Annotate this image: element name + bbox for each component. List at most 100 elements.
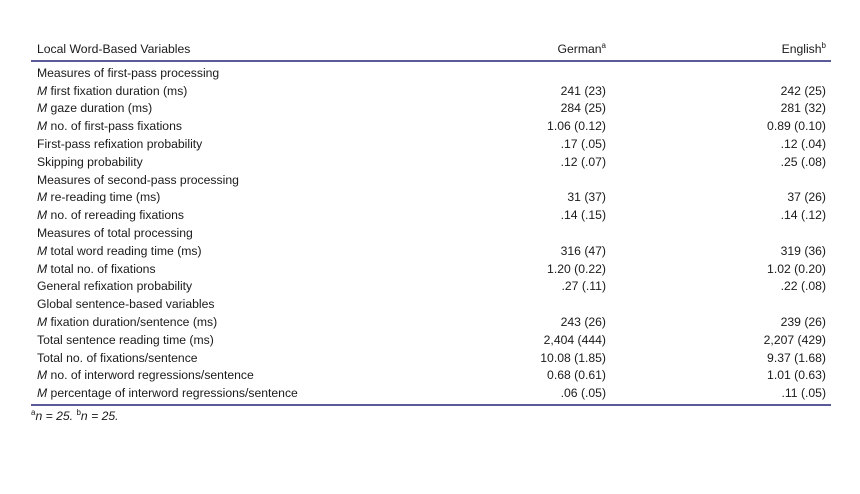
- table-row: M gaze duration (ms) 284 (25) 281 (32): [31, 100, 831, 118]
- row-label-text: First-pass refixation probability: [37, 136, 203, 151]
- row-english-value: .14 (.12): [780, 208, 826, 223]
- row-label-m: M: [37, 119, 48, 134]
- row-label-text: Measures of total processing: [37, 225, 193, 240]
- row-german-value: 284 (25): [560, 101, 606, 116]
- header-english: Englishb: [606, 40, 826, 56]
- row-german-value: .27 (.11): [561, 279, 606, 294]
- row-label-text: percentage of interword regressions/sent…: [47, 386, 298, 401]
- row-label: Measures of total processing: [31, 227, 501, 239]
- row-label-text: Skipping probability: [37, 154, 143, 169]
- row-german-value: 1.20 (0.22): [547, 261, 606, 276]
- row-german-value: 2,404 (444): [543, 332, 606, 347]
- table-row: Total sentence reading time (ms) 2,404 (4…: [31, 331, 831, 349]
- row-label-m: M: [37, 386, 48, 401]
- footnote-b-text: n = 25.: [80, 409, 119, 423]
- table-row: Skipping probability .12 (.07) .25 (.08): [31, 153, 831, 171]
- row-label-m: M: [37, 208, 48, 223]
- row-german-value: 0.68 (0.61): [547, 368, 606, 383]
- table-row: Measures of second-pass processing: [31, 171, 831, 189]
- row-german-value: 1.06 (0.12): [547, 119, 606, 134]
- row-label-text: Measures of first-pass processing: [37, 65, 220, 80]
- row-english-value: .11 (.05): [781, 386, 826, 401]
- table-row: M total word reading time (ms) 316 (47) 31…: [31, 242, 831, 260]
- table-row: Global sentence-based variables: [31, 295, 831, 313]
- row-label-text: Total sentence reading time (ms): [37, 332, 214, 347]
- bottom-rule: [31, 404, 831, 407]
- table-footnote: an = 25. bn = 25.: [31, 407, 119, 423]
- row-label-text: Total no. of fixations/sentence: [37, 350, 198, 365]
- header-german-sup: a: [601, 40, 606, 50]
- row-german-value: .12 (.07): [560, 154, 606, 169]
- table-row: M no. of rereading fixations .14 (.15) .14…: [31, 206, 831, 224]
- row-label-text: General refixation probability: [37, 279, 193, 294]
- row-label-m: M: [37, 101, 48, 116]
- row-label: M no. of first-pass fixations: [31, 120, 501, 132]
- row-label-text: total no. of fixations: [47, 261, 156, 276]
- row-label-m: M: [37, 368, 48, 383]
- row-label-text: Global sentence-based variables: [37, 297, 215, 312]
- table-row: M percentage of interword regressions/se…: [31, 384, 831, 402]
- row-english-value: 2,207 (429): [763, 332, 826, 347]
- table-row: M total no. of fixations 1.20 (0.22) 1.02 …: [31, 260, 831, 278]
- row-label: M fixation duration/sentence (ms): [31, 316, 501, 328]
- row-english-value: 281 (32): [780, 101, 826, 116]
- row-label: M re-reading time (ms): [31, 191, 501, 203]
- table-row: First-pass refixation probability .17 (.0…: [31, 135, 831, 153]
- row-label-text: Measures of second-pass processing: [37, 172, 239, 187]
- row-english-value: .12 (.04): [780, 136, 826, 151]
- row-english-value: .25 (.08): [780, 154, 826, 169]
- row-label: M no. of rereading fixations: [31, 209, 501, 221]
- row-label-text: re-reading time (ms): [47, 190, 161, 205]
- row-label: First-pass refixation probability: [31, 138, 501, 150]
- header-german-label: German: [557, 41, 602, 56]
- footnote-a-sup: a: [31, 407, 36, 417]
- footnote-a-text: n = 25.: [35, 409, 77, 423]
- row-label: Measures of first-pass processing: [31, 67, 501, 79]
- row-english-value: 1.01 (0.63): [767, 368, 826, 383]
- table-row: General refixation probability .27 (.11).…: [31, 278, 831, 296]
- table-header: Local Word-Based Variables Germana Engli…: [31, 38, 831, 60]
- row-label: M total word reading time (ms): [31, 245, 501, 257]
- row-label-m: M: [37, 314, 48, 329]
- header-rule: [31, 60, 831, 62]
- row-english-value: 9.37 (1.68): [767, 350, 826, 365]
- row-english-value: 319 (36): [780, 243, 826, 258]
- row-label: M total no. of fixations: [31, 261, 501, 276]
- header-english-sup: b: [821, 40, 826, 50]
- table-row: M first fixation duration (ms) 241 (23) 24…: [31, 82, 831, 100]
- row-english-value: 37 (26): [787, 190, 826, 205]
- row-label: General refixation probability: [31, 280, 501, 292]
- row-label-text: total word reading time (ms): [47, 243, 202, 258]
- header-english-label: English: [781, 41, 822, 56]
- row-label-m: M: [37, 83, 48, 98]
- table-row: M re-reading time (ms) 31 (37) 37 (26): [31, 189, 831, 207]
- row-label: Skipping probability: [31, 156, 501, 168]
- footnote-b-sup: b: [76, 407, 81, 417]
- row-label-text: no. of interword regressions/sentence: [47, 368, 254, 383]
- row-label-text: gaze duration (ms): [47, 101, 153, 116]
- row-german-value: 10.08 (1.85): [540, 350, 606, 365]
- row-english-value: 0.89 (0.10): [767, 119, 826, 134]
- header-variables: Local Word-Based Variables: [37, 41, 191, 56]
- row-label-text: no. of rereading fixations: [47, 208, 185, 223]
- table-row: M fixation duration/sentence (ms) 243 (26…: [31, 313, 831, 331]
- data-table: Local Word-Based Variables Germana Engli…: [31, 38, 831, 407]
- header-german: Germana: [501, 40, 606, 56]
- row-german-value: 31 (37): [567, 190, 606, 205]
- table-row: M no. of interword regressions/sentence 0…: [31, 367, 831, 385]
- row-english-value: 239 (26): [780, 314, 826, 329]
- row-label: Measures of second-pass processing: [31, 172, 501, 187]
- table-row: M no. of first-pass fixations 1.06 (0.12)…: [31, 117, 831, 135]
- row-label: M percentage of interword regressions/se…: [31, 387, 501, 399]
- row-english-value: 242 (25): [780, 83, 826, 98]
- table-row: Total no. of fixations/sentence 10.08 (1.…: [31, 349, 831, 367]
- row-label: Global sentence-based variables: [31, 298, 501, 310]
- row-german-value: .14 (.15): [560, 208, 606, 223]
- row-label: Total no. of fixations/sentence: [31, 350, 501, 365]
- row-label-text: no. of first-pass fixations: [47, 119, 182, 134]
- row-label: M first fixation duration (ms): [31, 83, 501, 98]
- row-label: M gaze duration (ms): [31, 102, 501, 114]
- table-row: Measures of first-pass processing: [31, 64, 831, 82]
- row-english-value: 1.02 (0.20): [767, 261, 826, 276]
- table-body: Measures of first-pass processing M first…: [31, 64, 831, 402]
